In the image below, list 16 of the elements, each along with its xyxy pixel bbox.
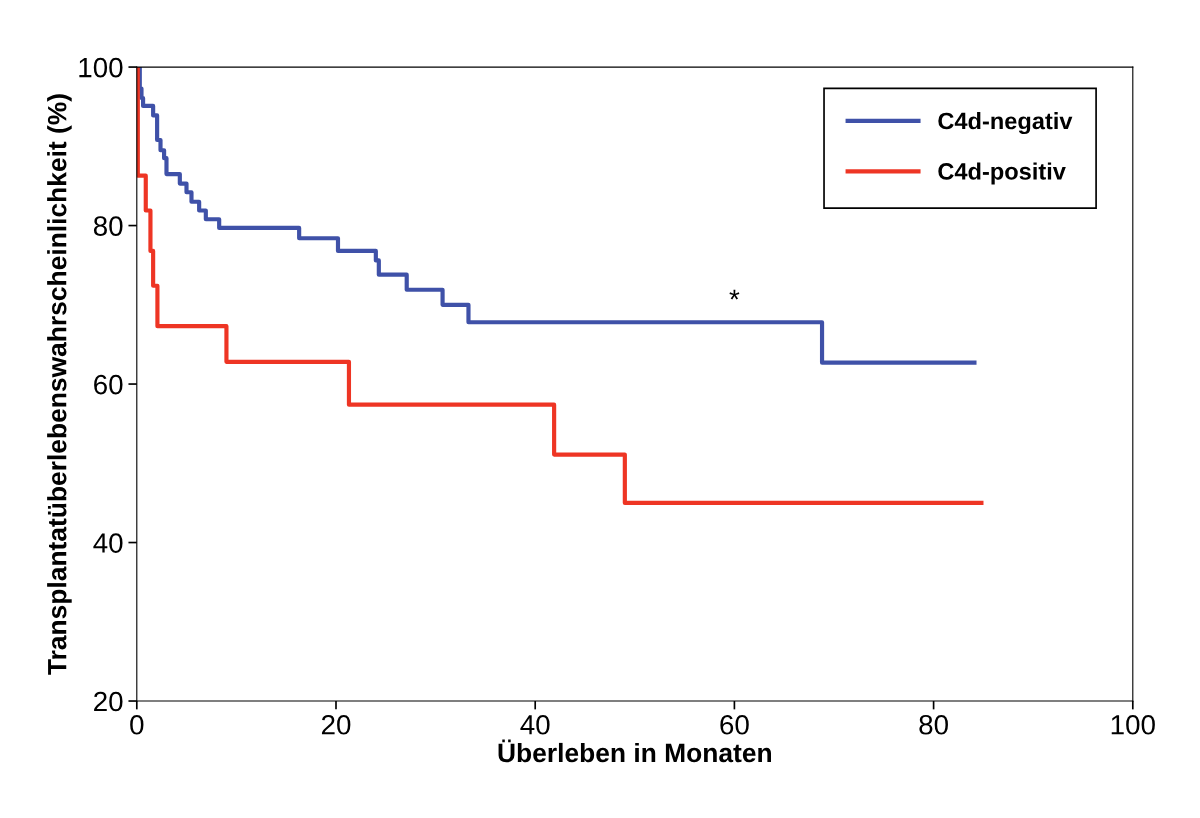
x-axis-title: Überleben in Monaten — [498, 739, 771, 763]
y-tick-label: 40 — [93, 533, 123, 553]
x-tick-label: 0 — [130, 714, 144, 735]
y-tick-label: 20 — [94, 691, 123, 712]
legend-label: C4d-negativ — [938, 112, 1073, 135]
x-tick-label: 100 — [1111, 714, 1155, 735]
annotation: * — [729, 289, 740, 300]
x-tick-label: 40 — [520, 714, 550, 735]
y-axis-title: Transplantatüberlebenswahrscheinlichkeit (%) — [47, 94, 72, 675]
legend-label: C4d-positiv — [938, 162, 1066, 185]
x-tick-label: 80 — [919, 714, 948, 735]
x-tick-label: 60 — [720, 714, 749, 735]
y-tick-label: 100 — [79, 57, 123, 78]
y-tick-label: 60 — [94, 374, 123, 395]
y-tick-label: 80 — [93, 216, 123, 236]
x-tick-label: 20 — [321, 714, 351, 735]
